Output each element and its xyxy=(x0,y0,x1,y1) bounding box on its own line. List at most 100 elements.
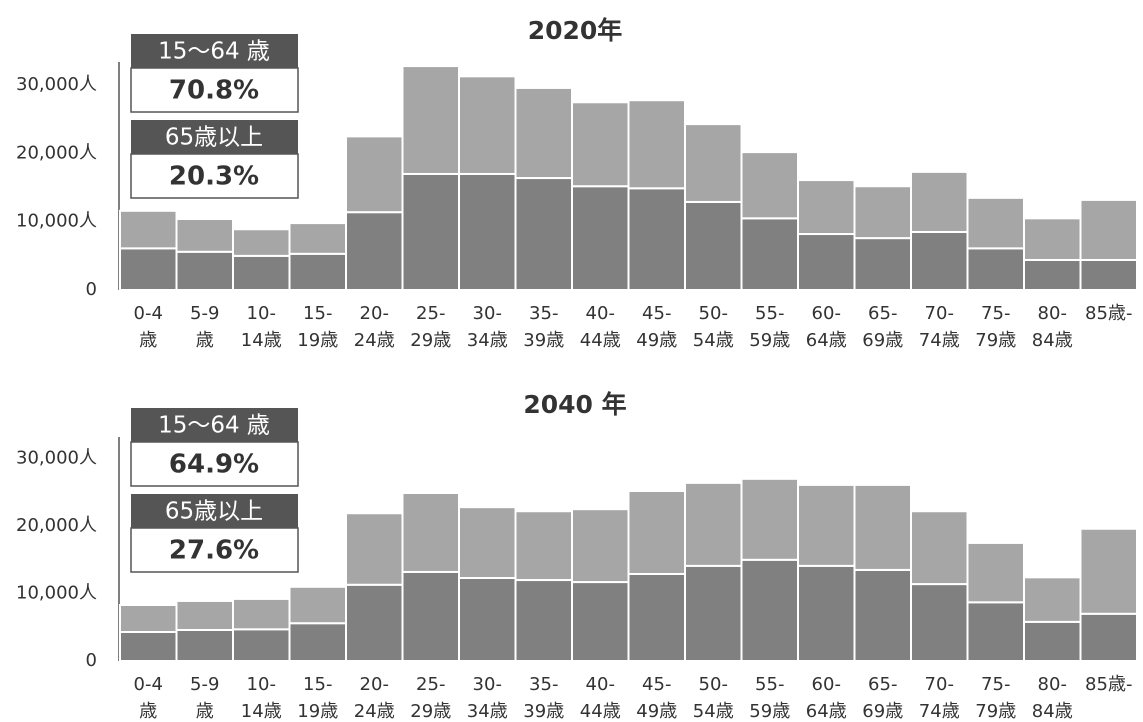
x-tick-label: 70- xyxy=(925,674,954,695)
annotation-header xyxy=(131,120,298,154)
bar-segment xyxy=(684,481,743,567)
annotation-value: 70.8% xyxy=(169,76,259,106)
bar-segment xyxy=(175,628,234,663)
bar-segment xyxy=(1023,576,1082,623)
x-tick-label: 79歳 xyxy=(975,330,1016,351)
x-tick-label: 14歳 xyxy=(241,701,282,722)
bar-segment xyxy=(175,599,234,631)
annotation-box xyxy=(130,67,299,113)
bar-segment xyxy=(853,483,912,571)
x-tick-label: 64歳 xyxy=(806,701,847,722)
bar-segment xyxy=(345,512,404,586)
x-tick-label: 45- xyxy=(642,674,671,695)
annotation-header xyxy=(131,494,298,528)
bar-segment xyxy=(740,477,799,561)
x-tick-label: 35- xyxy=(529,674,558,695)
chart-title: 2040 年 xyxy=(523,390,626,419)
x-tick-label: 64歳 xyxy=(806,330,847,351)
bar-segment xyxy=(853,568,912,662)
annotation-box xyxy=(130,527,299,573)
bar-segment xyxy=(797,233,856,292)
x-tick-label: 55- xyxy=(755,674,784,695)
x-tick-label: 29歳 xyxy=(410,330,451,351)
bar-segment xyxy=(119,247,178,292)
bar-segment xyxy=(1023,217,1082,261)
x-tick-label: 5-9 xyxy=(190,303,219,324)
x-tick-label: 84歳 xyxy=(1032,330,1073,351)
bar-segment xyxy=(401,172,460,292)
x-tick-label: 69歳 xyxy=(862,701,903,722)
bar-segment xyxy=(627,99,686,190)
x-tick-label: 85歳- xyxy=(1085,303,1132,324)
bar-segment xyxy=(684,564,743,663)
x-tick-label: 45- xyxy=(642,303,671,324)
x-tick-label: 40- xyxy=(586,674,615,695)
bar-segment xyxy=(345,211,404,291)
bar-segment xyxy=(740,217,799,291)
bar-segment xyxy=(966,247,1025,292)
bar-segment xyxy=(514,510,573,582)
bar-segment xyxy=(514,86,573,180)
bar-segment xyxy=(684,200,743,292)
x-tick-label: 39歳 xyxy=(523,330,564,351)
x-tick-label: 40- xyxy=(586,303,615,324)
y-tick-label: 0 xyxy=(86,279,97,300)
x-tick-label: 74歳 xyxy=(919,701,960,722)
x-tick-label: 20- xyxy=(360,674,389,695)
annotation-header xyxy=(131,34,298,68)
x-tick-label: 49歳 xyxy=(636,701,677,722)
bar-segment xyxy=(119,630,178,663)
bar-segment xyxy=(1079,198,1138,261)
bar-segment xyxy=(627,572,686,663)
bar-segment xyxy=(345,135,404,214)
x-tick-label: 25- xyxy=(416,303,445,324)
annotation-value: 20.3% xyxy=(169,162,259,192)
bar-segment xyxy=(232,628,291,663)
bar-segment xyxy=(232,228,291,257)
bar-segment xyxy=(288,252,347,291)
x-tick-label: 79歳 xyxy=(975,701,1016,722)
bar-segment xyxy=(571,581,630,662)
bar-segment xyxy=(571,101,630,188)
x-tick-label: 30- xyxy=(473,303,502,324)
bar-segment xyxy=(1079,527,1138,615)
bar-segment xyxy=(401,65,460,175)
y-tick-label: 0 xyxy=(86,650,97,671)
bar-segment xyxy=(175,218,234,253)
annotation-label: 15～64 歳 xyxy=(158,413,270,439)
x-tick-label: 29歳 xyxy=(410,701,451,722)
x-tick-label: 34歳 xyxy=(467,330,508,351)
x-tick-label: 15- xyxy=(303,303,332,324)
bar-segment xyxy=(910,510,969,586)
x-tick-label: 49歳 xyxy=(636,330,677,351)
x-tick-label: 75- xyxy=(981,674,1010,695)
bar-segment xyxy=(514,177,573,291)
bar-segment xyxy=(401,570,460,662)
x-tick-label: 25- xyxy=(416,674,445,695)
x-tick-label: 35- xyxy=(529,303,558,324)
bar-segment xyxy=(288,622,347,662)
x-tick-label: 20- xyxy=(360,303,389,324)
bar-segment xyxy=(288,222,347,255)
bar-segment xyxy=(1023,258,1082,292)
x-tick-label: 85歳- xyxy=(1085,674,1132,695)
bar-segment xyxy=(458,75,517,175)
x-tick-label: 54歳 xyxy=(693,330,734,351)
bar-segment xyxy=(853,237,912,292)
x-tick-label: 5-9 xyxy=(190,674,219,695)
bar-segment xyxy=(910,583,969,663)
bar-segment xyxy=(627,489,686,575)
x-tick-label: 10- xyxy=(247,303,276,324)
x-tick-label: 84歳 xyxy=(1032,701,1073,722)
x-tick-label: 59歳 xyxy=(749,701,790,722)
annotation-box xyxy=(130,153,299,199)
x-tick-label: 74歳 xyxy=(919,330,960,351)
bar-segment xyxy=(797,179,856,236)
x-tick-label: 19歳 xyxy=(297,701,338,722)
x-tick-label: 54歳 xyxy=(693,701,734,722)
x-tick-label: 65- xyxy=(868,674,897,695)
x-tick-label: 70- xyxy=(925,303,954,324)
x-tick-label: 60- xyxy=(812,303,841,324)
y-tick-label: 30,000人 xyxy=(16,448,97,469)
